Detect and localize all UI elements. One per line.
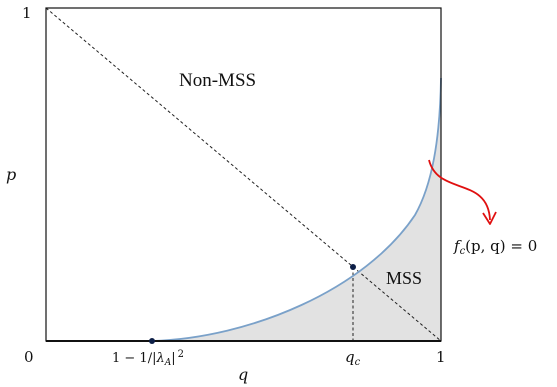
- curve-start-tick-label-part-a: 1 − 1/|: [112, 351, 156, 366]
- diagonal-dashed-line: [45, 7, 442, 342]
- curve-equation-sub: c: [460, 246, 466, 257]
- qc-tick-label-sub: c: [355, 357, 361, 368]
- curve-equation-rest: (p, q) = 0: [465, 237, 537, 255]
- non-mss-region-label: Non-MSS: [179, 70, 256, 91]
- boundary-curve: [151, 77, 442, 342]
- curve-equation-f: f: [453, 237, 462, 255]
- intersection-point: [350, 264, 356, 270]
- curve-start-tick-label: 1 − 1/|λA| 2: [112, 349, 184, 368]
- mss-region-shading: [152, 78, 441, 341]
- curve-start-point: [149, 338, 155, 344]
- curve-start-tick-label-sub: A: [164, 358, 172, 368]
- curve-start-tick-label-exp: 2: [178, 349, 184, 360]
- x-axis-right-tick-label: 1: [436, 348, 446, 366]
- y-axis-label: p: [6, 165, 16, 184]
- qc-tick-label-main: q: [345, 348, 355, 366]
- curve-start-tick-label-lambda: λ: [155, 351, 164, 366]
- x-axis-label: q: [238, 365, 248, 384]
- qc-tick-label: qc: [345, 348, 361, 368]
- curve-annotation-arrowhead: [482, 211, 497, 225]
- curve-annotation-arrow: [428, 159, 491, 221]
- mss-region-label: MSS: [386, 268, 422, 288]
- y-axis-top-tick-label: 1: [22, 4, 32, 22]
- curve-equation-label: fc(p, q) = 0: [453, 237, 537, 257]
- curve-start-tick-label-part-b: |: [171, 351, 175, 366]
- origin-tick-label: 0: [24, 348, 34, 366]
